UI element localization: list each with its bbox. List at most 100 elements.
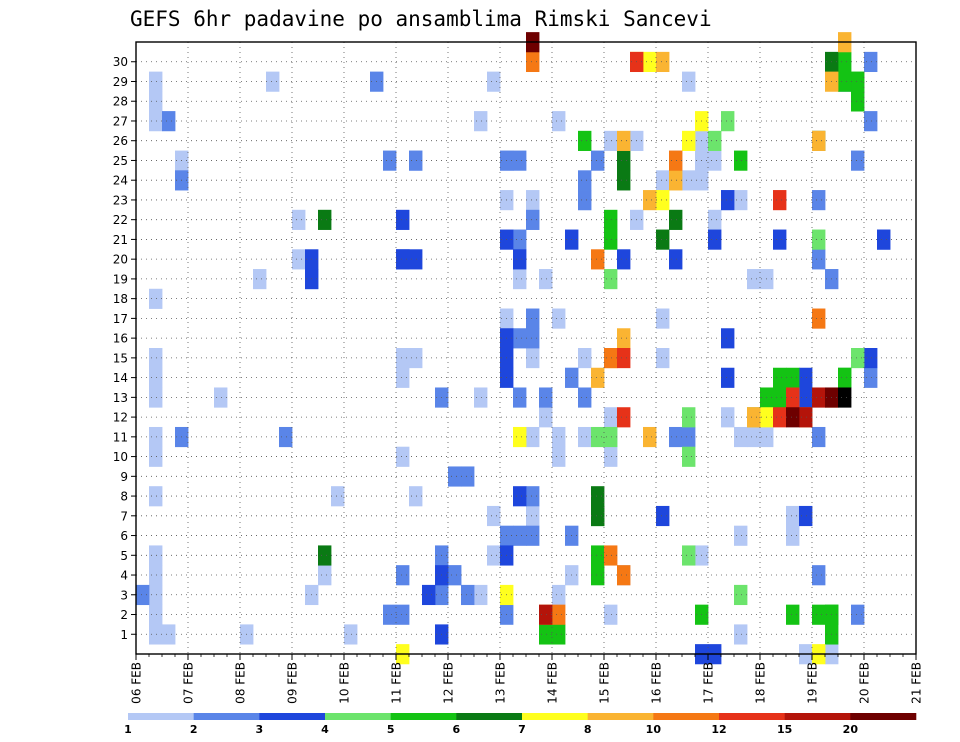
heatmap-cell [409, 249, 423, 270]
heatmap-cell [279, 426, 293, 448]
heatmap-cell [149, 624, 163, 645]
x-tick-label: 17 FEB [702, 662, 716, 704]
legend-label: 15 [777, 723, 792, 736]
y-tick-label: 13 [113, 391, 128, 405]
heatmap-cell [487, 545, 501, 566]
heatmap-cell [513, 387, 527, 408]
heatmap-cell [604, 209, 618, 230]
legend-label: 2 [190, 723, 198, 736]
legend-label: 12 [711, 723, 726, 736]
heatmap-cell [708, 150, 722, 171]
heatmap-cell [604, 446, 618, 467]
heatmap-cell [656, 505, 670, 527]
heatmap-cell [513, 328, 527, 349]
heatmap-cell [149, 71, 163, 92]
heatmap-cell [773, 229, 787, 250]
y-tick-label: 3 [120, 588, 128, 602]
dotted-grid [136, 42, 916, 654]
legend-label: 10 [646, 723, 662, 736]
y-tick-label: 25 [113, 154, 128, 168]
heatmap-cell [604, 269, 618, 290]
heatmap-cell [682, 545, 696, 566]
heatmap-cell [149, 91, 163, 112]
x-tick-label: 10 FEB [338, 662, 352, 704]
heatmap-cell [578, 348, 592, 369]
heatmap-cell [591, 150, 605, 171]
x-tick-label: 08 FEB [234, 662, 248, 704]
y-tick-label: 2 [120, 608, 128, 622]
heatmap-cell [513, 269, 527, 290]
heatmap-cell [513, 229, 527, 250]
x-tick-label: 14 FEB [546, 662, 560, 704]
heatmap-cell [149, 545, 163, 566]
heatmap-cell [604, 545, 618, 566]
heatmap-cell [292, 209, 306, 230]
heatmap-cell [669, 426, 683, 448]
heatmap-cell [734, 525, 748, 546]
legend-swatch [259, 713, 326, 720]
heatmap-cell [578, 387, 592, 408]
heatmap-cell [396, 348, 410, 369]
x-axis-ticks: 06 FEB 07 FEB 08 FEB 09 FEB 10 FEB 11 FEB 12 F… [130, 654, 924, 704]
y-tick-label: 18 [113, 292, 128, 306]
heatmap-cell [149, 288, 163, 309]
heatmap-cell [409, 348, 423, 369]
heatmap-cell [851, 604, 865, 625]
heatmap-cell [552, 624, 566, 645]
heatmap-cell [149, 387, 163, 408]
heatmap-cell [864, 348, 878, 369]
legend-swatch [522, 713, 588, 720]
heatmap-cell [799, 407, 813, 428]
heatmap-cell [539, 407, 553, 428]
heatmap-cell [474, 584, 488, 606]
heatmap-cell [656, 308, 670, 329]
heatmap-cell [604, 348, 618, 369]
heatmap-cell [383, 604, 397, 625]
heatmap-cell [292, 249, 306, 270]
legend-label: 4 [321, 723, 329, 736]
heatmap-cell [604, 604, 618, 625]
heatmap-cell [487, 505, 501, 527]
x-tick-label: 12 FEB [442, 662, 456, 704]
heatmap-cell [799, 387, 813, 408]
y-tick-label: 12 [113, 411, 128, 425]
y-tick-label: 11 [113, 430, 128, 444]
legend-swatch [719, 713, 785, 720]
heatmap-cell [552, 308, 566, 329]
y-tick-label: 15 [113, 351, 128, 365]
y-axis-ticks: 1234567891011121314151617181920212223242… [113, 55, 136, 642]
heatmap-cell [409, 486, 423, 507]
x-tick-label: 09 FEB [286, 662, 300, 704]
y-tick-label: 10 [113, 450, 128, 464]
heatmap-cell [136, 584, 150, 606]
heatmap-cell [812, 249, 826, 270]
heatmap-cell [149, 367, 163, 388]
color-legend: 1 2 3 4 5 6 7 8 10 12 15 20 [124, 713, 917, 736]
heatmap-cell [786, 525, 800, 546]
heatmap-cell [721, 328, 735, 349]
heatmap-cell [526, 348, 540, 369]
heatmap-cell [773, 367, 787, 388]
heatmap-cell [149, 426, 163, 448]
heatmap-cell [513, 150, 527, 171]
heatmap-cell [344, 624, 358, 645]
heatmap-cell [721, 407, 735, 428]
heatmap-cell [162, 624, 176, 645]
heatmap-cell [773, 387, 787, 408]
heatmap-cell [526, 426, 540, 448]
heatmap-cell [643, 426, 657, 448]
heatmap-cell [747, 269, 761, 290]
heatmap-cell [591, 565, 605, 586]
heatmap-cell [591, 249, 605, 270]
heatmap-cell [734, 426, 748, 448]
heatmap-cell [149, 584, 163, 606]
heatmap-cell [591, 486, 605, 507]
heatmap-cell [799, 505, 813, 527]
heatmap-cell [149, 111, 163, 132]
heatmap-cell [604, 229, 618, 250]
heatmap-cell [708, 130, 722, 151]
heatmap-cell [838, 51, 852, 73]
heatmap-cell [513, 249, 527, 270]
heatmap-cell [617, 130, 631, 151]
